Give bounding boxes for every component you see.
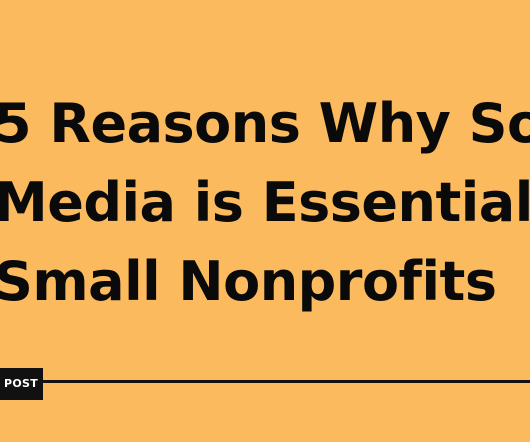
post-title-line-2: Media is Essential f xyxy=(0,171,530,234)
post-type-badge: POST xyxy=(0,368,43,400)
post-title-line-1: 5 Reasons Why Soc xyxy=(0,92,530,155)
post-title[interactable]: 5 Reasons Why Soc Media is Essential f S… xyxy=(0,84,530,321)
divider-line xyxy=(43,380,530,383)
post-title-line-3: Small Nonprofits xyxy=(0,250,497,313)
